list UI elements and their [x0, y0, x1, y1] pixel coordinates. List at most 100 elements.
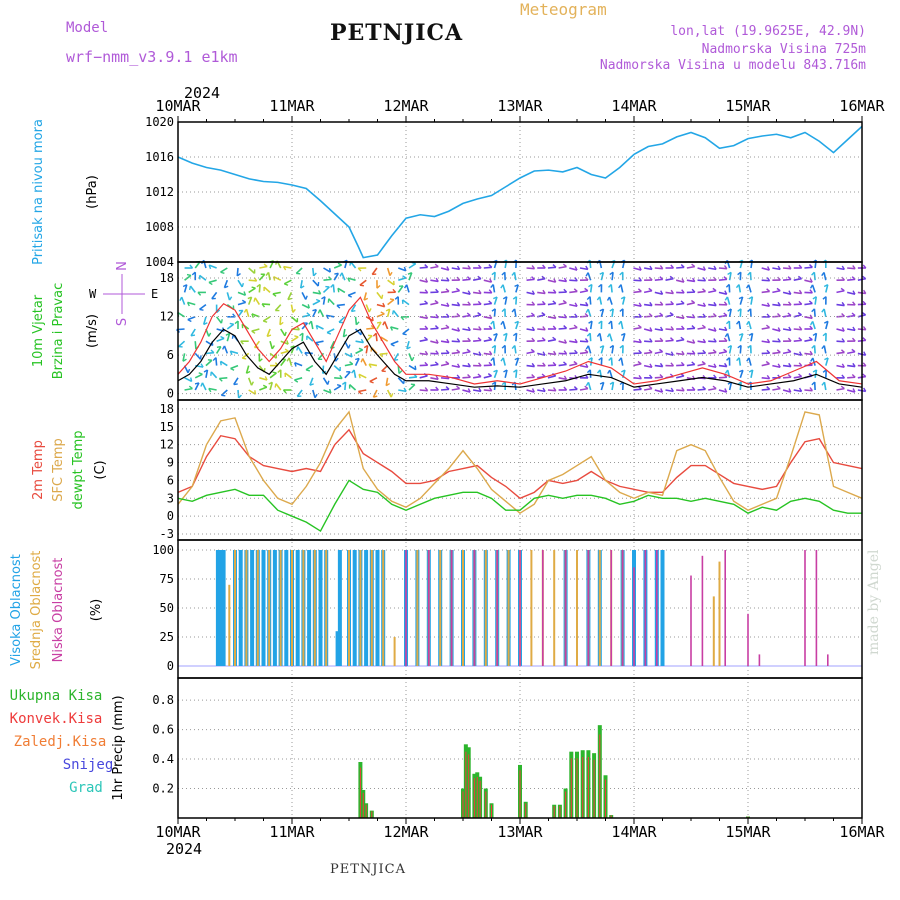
wind-barb-flag	[691, 288, 696, 293]
wind-barb-flag	[809, 387, 813, 392]
wind-barb-flag	[531, 265, 536, 270]
wind-barb	[547, 338, 556, 342]
wind-barb	[312, 309, 318, 318]
wind-barb-flag	[596, 369, 601, 374]
wind-barb-flag	[765, 324, 770, 329]
wind-barb	[836, 364, 845, 369]
cloud-low-bar	[827, 654, 829, 666]
cloud-mid-bar	[302, 550, 305, 666]
wind-barb	[365, 304, 370, 313]
wind-tick-label: 12	[160, 310, 174, 324]
wind-barb-flag	[347, 344, 351, 349]
bottom-date-label: 13MAR	[497, 823, 543, 841]
wind-barb	[587, 345, 592, 354]
wind-barb-flag	[478, 362, 482, 367]
wind-barb	[408, 383, 416, 391]
wind-barb	[323, 267, 331, 273]
wind-barb-flag	[394, 358, 399, 361]
wind-barb-flag	[231, 334, 234, 339]
wind-barb	[761, 290, 770, 294]
model-elevation: Nadmorska Visina u modelu 843.716m	[599, 58, 866, 73]
wind-barb	[610, 320, 613, 330]
wind-barb-flag	[798, 300, 803, 305]
wind-barb-flag	[266, 334, 272, 338]
wind-barb	[358, 373, 367, 379]
wind-barb	[782, 267, 792, 270]
precip-tick-label: 0.8	[152, 693, 174, 707]
wind-barb-flag	[691, 386, 696, 391]
wind-barb	[515, 333, 518, 342]
wind-barb-flag	[669, 275, 674, 280]
model-name: wrf−nmm_v3.9.1 e1km	[66, 48, 238, 66]
wind-barb-flag	[542, 326, 546, 331]
wind-barb	[804, 316, 813, 320]
wind-barb-flag	[798, 289, 803, 294]
wind-barb	[226, 292, 231, 301]
wind-barb-flag	[637, 324, 642, 329]
wind-barb	[189, 285, 196, 293]
precip-convective-bar	[593, 759, 595, 818]
wind-barb-flag	[712, 287, 717, 292]
wind-barb-flag	[797, 275, 803, 280]
wind-barb-flag	[457, 327, 461, 332]
wind-barb-flag	[738, 332, 744, 336]
wind-barb-flag	[435, 288, 439, 293]
wind-barb	[283, 265, 292, 269]
wind-barb-flag	[727, 271, 732, 276]
wind-barb	[772, 328, 781, 332]
wind-barb-flag	[766, 338, 771, 343]
wind-barb-flag	[221, 345, 226, 350]
cloud-tick-label: 0	[167, 659, 174, 673]
wind-barb-flag	[243, 308, 248, 313]
wind-barb-flag	[212, 357, 217, 362]
wind-barb	[587, 272, 592, 281]
wind-barb	[230, 364, 239, 370]
wind-barb-flag	[713, 374, 717, 379]
cloud-mid-bar	[382, 550, 385, 666]
wind-barb-flag	[824, 357, 829, 361]
wind-barb-flag	[574, 313, 578, 318]
wind-barb	[697, 388, 706, 391]
wind-barb-flag	[478, 387, 482, 392]
wind-barb-flag	[241, 282, 245, 288]
wind-barb	[312, 291, 321, 295]
wind-barbs-group	[176, 259, 867, 399]
wind-barb	[708, 267, 717, 271]
wind-speed-line	[177, 328, 863, 388]
temp-tick-label: -3	[160, 527, 174, 541]
wind-barb-flag	[542, 264, 546, 269]
wind-barb	[419, 279, 428, 283]
wind-barb-flag	[724, 333, 729, 338]
wind-barb-flag	[406, 346, 411, 350]
wind-barb-flag	[680, 264, 685, 268]
wind-barb-flag	[542, 289, 546, 294]
wind-barb	[676, 302, 685, 306]
wind-barb	[726, 333, 731, 342]
wind-barb	[280, 358, 287, 367]
compass-south: S	[115, 318, 130, 326]
wind-barb-flag	[691, 325, 696, 329]
wind-barb	[804, 389, 813, 392]
sfctemp-axis-label: SFC Temp	[51, 438, 66, 502]
wind-barb	[451, 340, 460, 343]
wind-barb	[783, 376, 792, 379]
wind-barb	[398, 277, 407, 281]
wind-barb-flag	[574, 266, 578, 271]
wind-barb-flag	[325, 315, 330, 320]
wind-barb-flag	[225, 332, 230, 336]
wind-barb-flag	[341, 381, 346, 385]
wind-barb-flag	[501, 271, 506, 276]
wind-barb	[750, 333, 754, 342]
cloud-low-bar	[747, 613, 749, 666]
wind-barb	[344, 371, 351, 379]
wind-barb	[748, 357, 752, 366]
wind-barb-flag	[745, 284, 750, 289]
wind-barb	[419, 266, 428, 269]
wind-barb-flag	[503, 332, 508, 336]
wind-barb-flag	[809, 264, 813, 268]
wind-barb-flag	[187, 319, 192, 323]
wind-barb-flag	[777, 363, 781, 368]
wind-barb-flag	[787, 373, 792, 378]
wind-barb-flag	[562, 263, 567, 268]
wind-barb-flag	[194, 382, 200, 385]
